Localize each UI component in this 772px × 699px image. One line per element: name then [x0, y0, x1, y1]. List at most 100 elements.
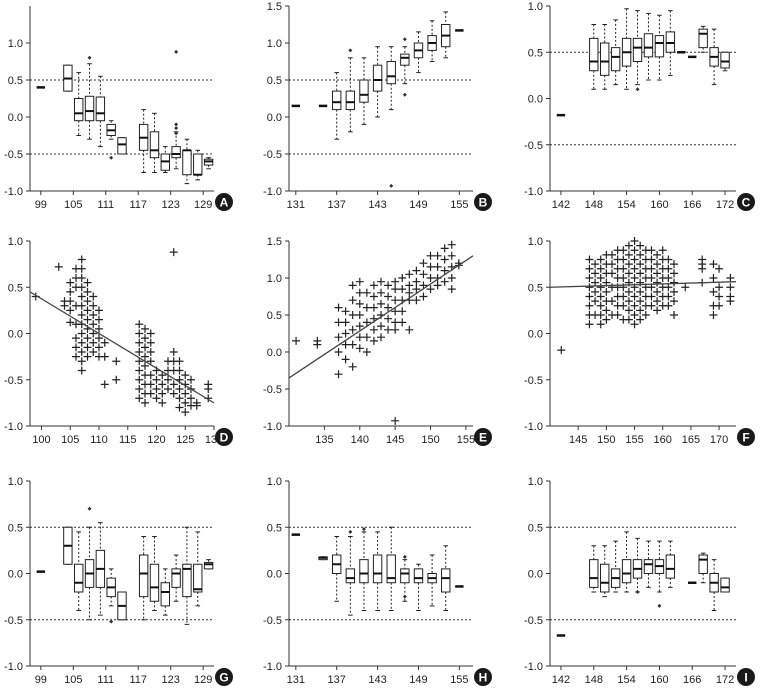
scatter-point	[636, 241, 645, 250]
box	[160, 568, 170, 616]
panel-e: -1.0 -0.5 0.0 0.5 1.0 1.5 135 140 145 150 155 E	[263, 236, 492, 446]
y-tick-label: -0.5	[4, 375, 23, 387]
scatter-point	[152, 375, 161, 384]
scatter-point	[647, 274, 656, 282]
scatter-point	[653, 278, 662, 287]
scatter-point	[141, 352, 149, 361]
x-tick-label: 117	[129, 674, 147, 686]
scatter-point	[89, 338, 98, 347]
scatter-point	[313, 340, 322, 349]
scatter-point	[348, 362, 357, 371]
box	[106, 568, 116, 624]
scatter-point	[384, 292, 393, 301]
scatter-point	[398, 318, 407, 327]
scatter-point	[715, 283, 724, 292]
box	[621, 8, 632, 90]
scatter-point	[664, 255, 673, 264]
scatter-point	[355, 288, 364, 297]
scatter-point	[204, 385, 213, 393]
panel-label-badge	[474, 428, 492, 446]
box-body	[345, 90, 356, 111]
scatter-point	[641, 311, 650, 319]
scatter-point	[647, 292, 656, 301]
y-tick-label: 1.0	[267, 476, 282, 488]
box	[332, 72, 342, 140]
scatter-point	[341, 318, 350, 327]
scatter-point	[141, 398, 149, 407]
scatter-point	[135, 366, 144, 375]
x-tick-label: 155	[625, 434, 643, 446]
box	[709, 559, 719, 611]
scatter-point	[636, 269, 645, 278]
box-body	[359, 559, 369, 584]
x-tick-label: 170	[710, 434, 728, 446]
scatter-point	[630, 311, 639, 319]
scatter-point	[647, 264, 656, 273]
box	[600, 545, 610, 598]
x-tick-label: 142	[552, 674, 570, 686]
panel-label: B	[479, 196, 488, 210]
scatter-point	[709, 274, 718, 282]
scatter-point	[391, 296, 400, 305]
panel-label: D	[220, 431, 229, 445]
scatter-point	[624, 306, 633, 315]
box-outlier	[402, 92, 407, 97]
x-tick-label: 160	[650, 674, 668, 686]
scatter-point	[384, 281, 393, 290]
box	[182, 526, 192, 625]
scatter-point	[698, 264, 707, 273]
panel-i: -1.0 -0.5 0.0 0.5 1.0 142 148 154 160 166 172 I	[524, 476, 755, 686]
panel-label-badge	[737, 668, 755, 686]
scatter-point	[664, 283, 673, 292]
panel-f: -1.0 -0.5 0.0 0.5 1.0 145 150 155 160 165 170 F	[524, 236, 755, 446]
scatter-point	[292, 336, 301, 345]
scatter-point	[405, 281, 414, 290]
scatter-point	[77, 292, 86, 301]
box-body	[359, 79, 369, 103]
panel-label: F	[742, 431, 749, 445]
scatter-point	[426, 274, 435, 282]
scatter-point	[72, 334, 80, 343]
scatter-point	[95, 334, 103, 343]
x-tick-label: 172	[716, 674, 734, 686]
y-tick-label: 0.0	[8, 112, 23, 124]
scatter-point	[135, 348, 144, 356]
box-body	[720, 577, 730, 593]
scatter-point	[602, 306, 611, 315]
scatter-point	[619, 246, 628, 255]
scatter-point	[135, 357, 144, 366]
y-tick-label: -1.0	[263, 421, 282, 433]
box-body	[386, 61, 396, 85]
scatter-point	[66, 297, 75, 306]
box-body	[193, 153, 203, 176]
scatter-point	[405, 325, 414, 334]
panel-g: -1.0 -0.5 0.0 0.5 1.0 99 105 111 117 123 129 G	[4, 476, 233, 686]
scatter-point	[135, 394, 144, 403]
scatter-point	[89, 311, 98, 319]
scatter-point	[175, 366, 184, 375]
panel-label: G	[219, 671, 228, 685]
x-tick-label: 154	[617, 199, 635, 211]
scatter-point	[348, 281, 357, 290]
box	[386, 46, 396, 188]
scatter-point	[591, 287, 600, 296]
scatter-point	[670, 297, 678, 306]
box	[386, 526, 396, 611]
box	[84, 506, 95, 621]
scatter-point	[602, 287, 611, 296]
scatter-point	[653, 306, 662, 315]
x-tick-label: 131	[287, 674, 305, 686]
y-tick-label: 1.0	[267, 273, 282, 285]
scatter-point	[653, 287, 662, 296]
scatter-point	[653, 260, 662, 269]
y-tick-label: 0.0	[8, 569, 23, 581]
box-body	[665, 554, 676, 579]
box	[359, 57, 369, 125]
scatter-point	[95, 343, 103, 352]
x-tick-label: 148	[585, 674, 603, 686]
panel-label: I	[744, 671, 747, 685]
box-body	[95, 96, 106, 122]
box-body	[171, 568, 181, 588]
box	[413, 31, 424, 74]
scatter-point	[709, 260, 718, 269]
